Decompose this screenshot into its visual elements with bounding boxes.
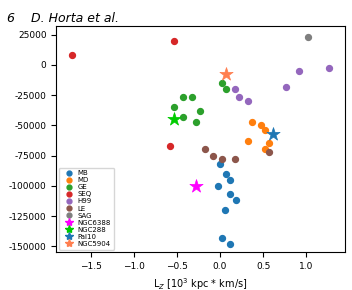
Text: 6    D. Horta et al.: 6 D. Horta et al. [7,12,119,25]
Point [271,131,276,136]
Point [215,184,221,188]
Point [171,105,177,109]
Point [193,119,199,124]
Point [227,242,233,246]
Legend: MB, MD, GE, SEQ, H99, LE, SAG, NGC6388, NGC288, Pal10, NGC5904: MB, MD, GE, SEQ, H99, LE, SAG, NGC6388, … [59,168,114,249]
Point [171,117,177,122]
Point [223,87,229,91]
Point [232,157,238,162]
Point [217,162,223,166]
Point [305,35,311,39]
Point [219,157,225,162]
Point [245,139,250,143]
Point [180,115,186,119]
Point [227,192,233,197]
Point [219,81,225,85]
Point [223,72,229,77]
Point [266,150,272,154]
Point [193,184,199,188]
Point [233,198,238,203]
Point [236,95,242,100]
Point [266,141,272,146]
Point [258,123,263,128]
Point [327,66,332,71]
X-axis label: L$_Z$ [10$^3$ kpc * km/s]: L$_Z$ [10$^3$ kpc * km/s] [153,277,248,290]
Point [210,153,216,158]
Point [202,147,207,152]
Point [69,53,75,57]
Point [296,68,302,73]
Point [245,99,250,104]
Point [171,38,177,43]
Y-axis label: E [km$^2$/s$^2$]: E [km$^2$/s$^2$] [0,114,3,165]
Point [249,119,255,124]
Point [197,108,203,113]
Point [262,128,268,133]
Point [262,147,268,152]
Point [167,144,173,148]
Point [284,84,289,89]
Point [180,95,186,100]
Point [189,95,194,100]
Point [219,235,225,240]
Point [222,208,228,212]
Point [232,87,238,91]
Point [223,171,229,176]
Point [227,177,233,182]
